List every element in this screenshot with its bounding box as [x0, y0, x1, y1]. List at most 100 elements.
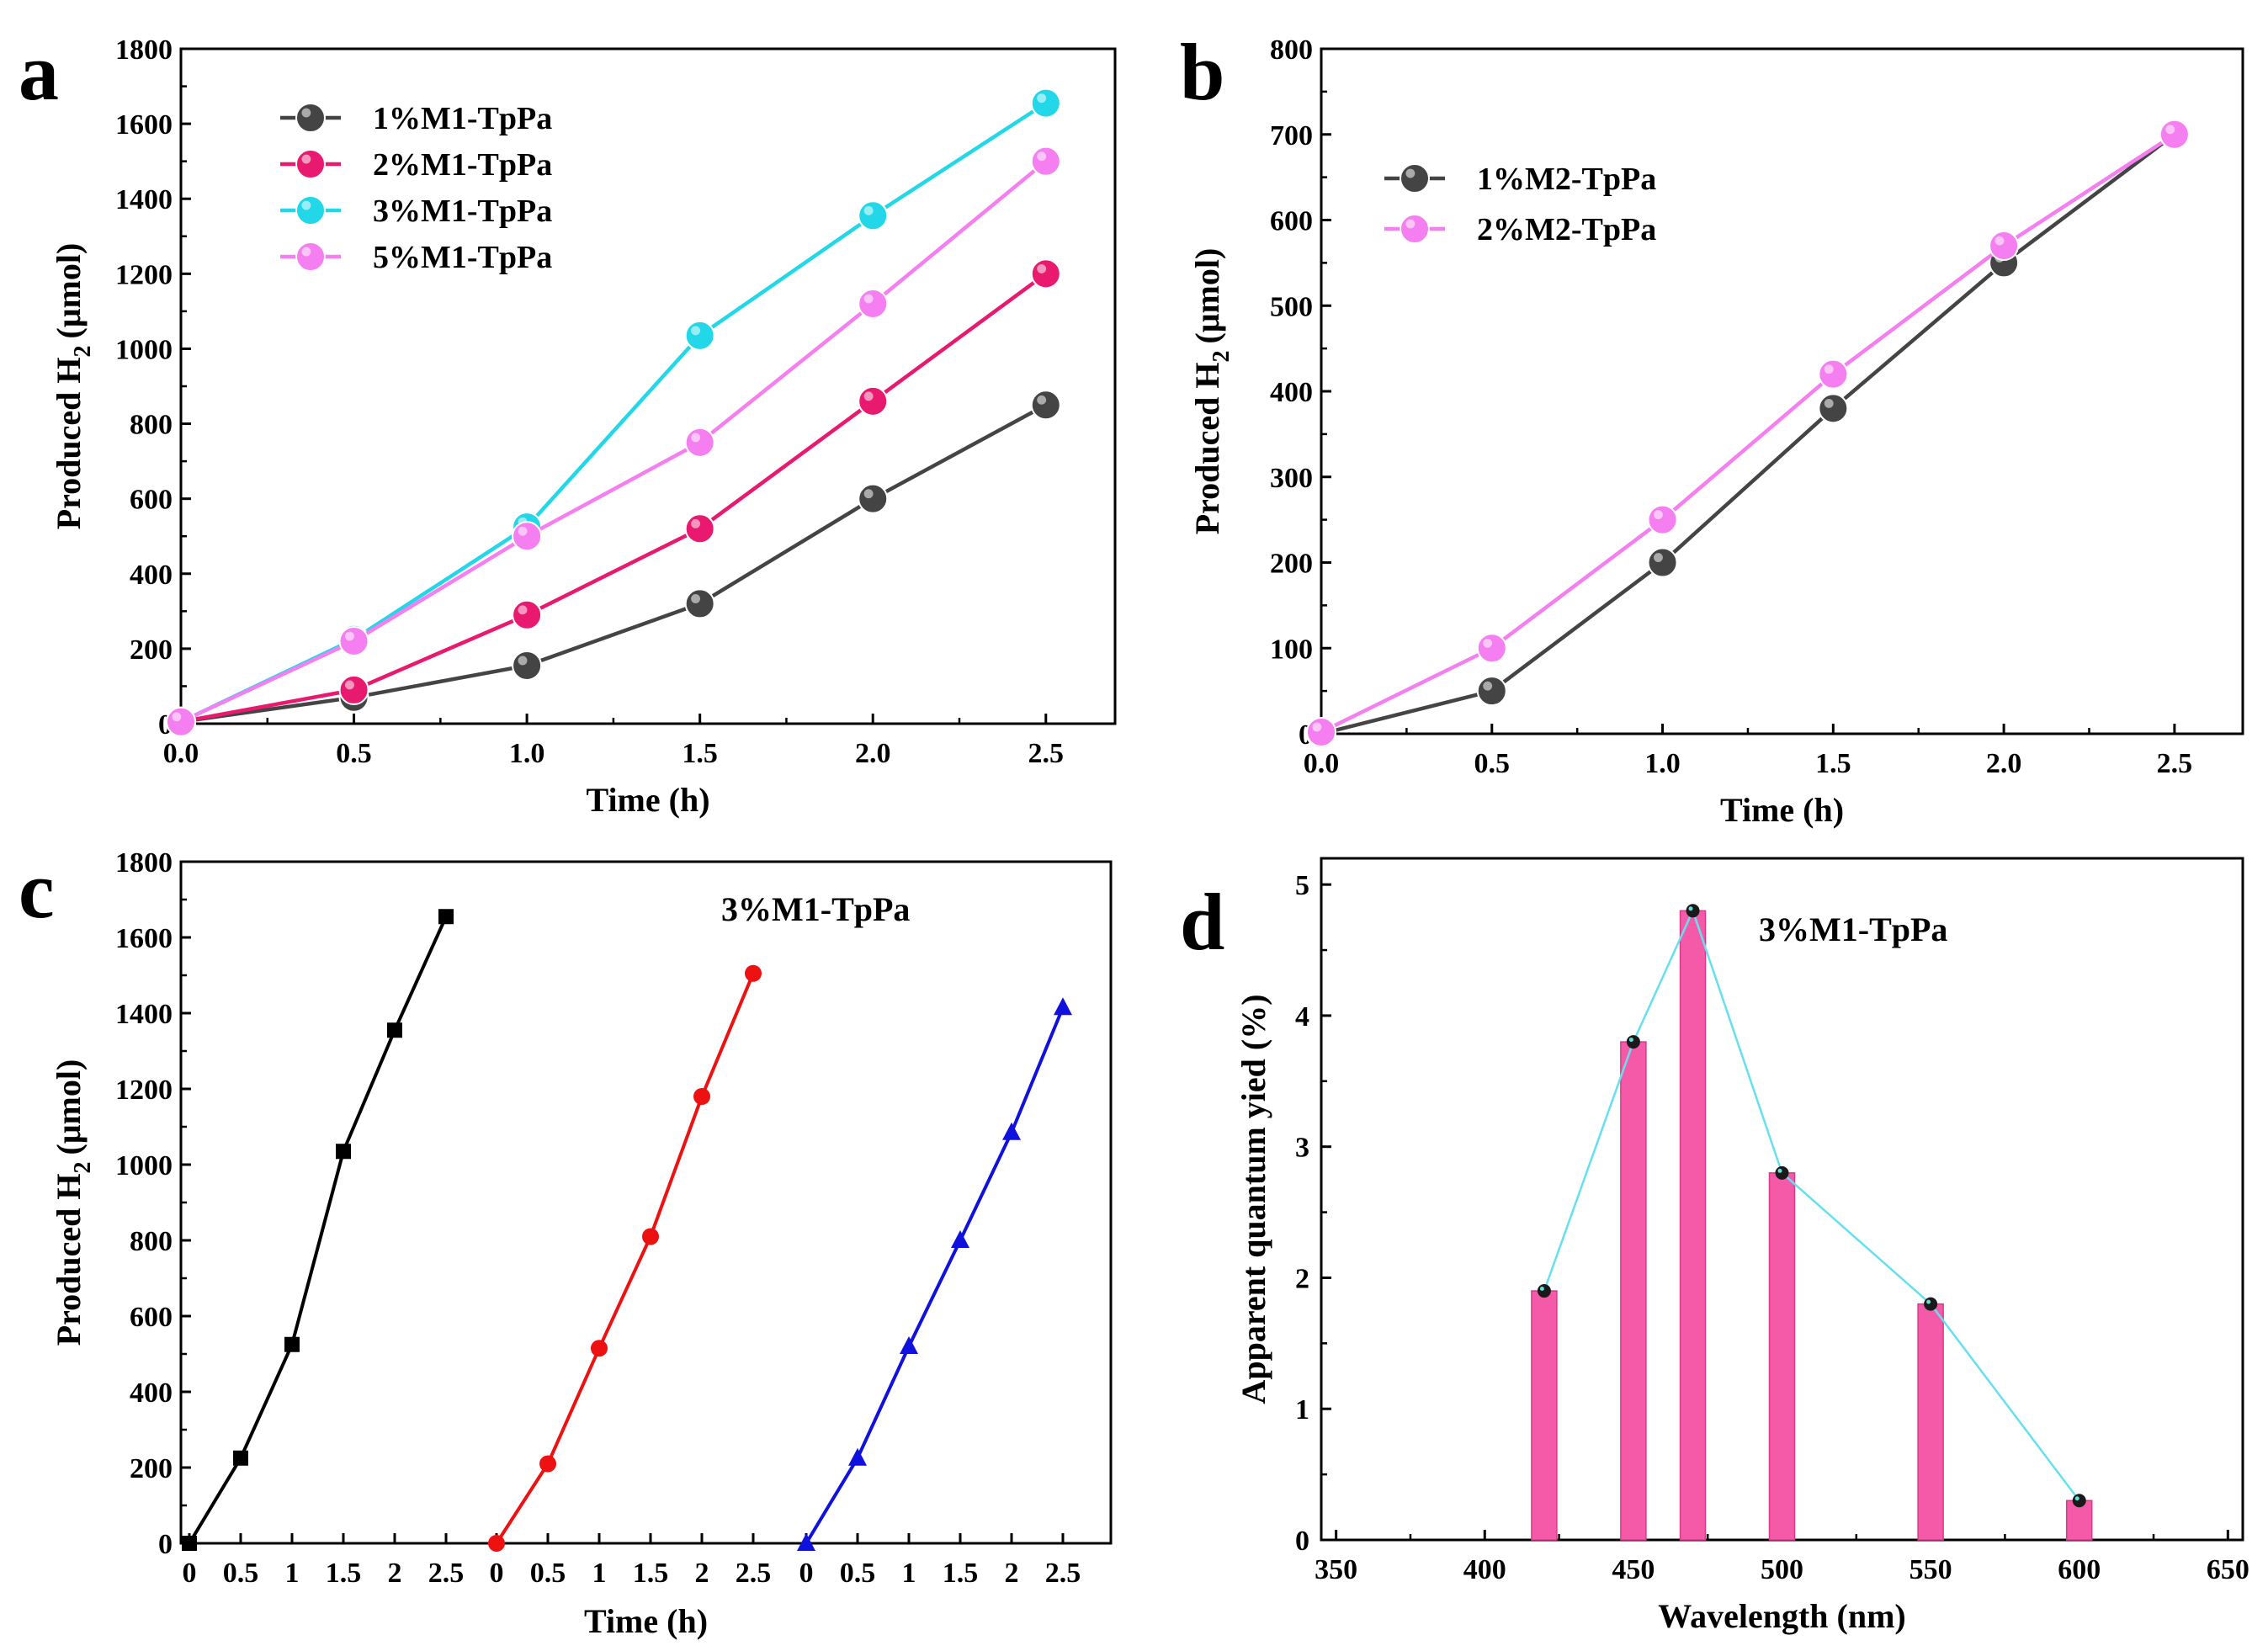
- panel-a-x-tick-label: 2.0: [855, 738, 891, 769]
- panel-a-series-4-point-highlight: [518, 526, 528, 536]
- panel-c-cycle-2-marker: [642, 1228, 659, 1245]
- panel-a-y-label-unit: (μmol): [50, 243, 88, 339]
- panel-c-sample-label: 3%M1-TpPa: [721, 890, 910, 928]
- panel-b-y-tick-label: 800: [1270, 35, 1313, 66]
- panel-d-chart: 0 1 2 3 4 5 350 400 450 500 550 600 650 Wavelength (n…: [1235, 857, 2249, 1635]
- panel-b-y-tick-label: 100: [1270, 634, 1313, 665]
- panel-a-legend-marker-3: [295, 195, 326, 226]
- panel-a-y-label-subscript: 2: [70, 345, 96, 357]
- panel-a-legend-marker-2-highlight: [301, 154, 311, 164]
- panel-d-x-tick-label: 600: [2058, 1554, 2101, 1585]
- panel-b-series-line-2: [1320, 132, 2176, 734]
- panel-a-y-tick-label: 600: [130, 485, 173, 516]
- panel-a-x-tick-label: 1.0: [509, 738, 545, 769]
- panel-c-cycle-2-marker: [745, 964, 762, 982]
- panel-a-series-1-point-highlight: [518, 656, 528, 666]
- panel-d-point-highlight: [1539, 1287, 1544, 1292]
- panel-c-y-tick-label: 1400: [115, 999, 173, 1030]
- panel-c-x-tick-label: 0: [490, 1558, 504, 1589]
- panel-a-series-2-point: [512, 599, 543, 630]
- panel-d-y-tick-label: 2: [1295, 1263, 1309, 1294]
- panel-a-series-3-point-highlight: [863, 205, 874, 215]
- panel-c-y-tick-label: 1000: [115, 1150, 173, 1181]
- panel-a-series-line-1: [180, 403, 1047, 725]
- panel-a-y-tick-label: 1400: [115, 184, 173, 215]
- panel-d-x-tick-label: 400: [1463, 1554, 1506, 1585]
- panel-a-x-tick-label: 2.5: [1028, 738, 1065, 769]
- panel-a-series-4-point: [684, 427, 715, 458]
- panel-d-point: [1924, 1297, 1938, 1311]
- panel-d-point-highlight: [1628, 1038, 1633, 1043]
- panel-a-series-4-point: [858, 288, 889, 319]
- panel-c-cycle-1-marker: [233, 1450, 248, 1466]
- panel-b-legend-label-1: 1%M2-TpPa: [1477, 162, 1656, 197]
- panel-c-x-tick-label: 2: [695, 1558, 709, 1589]
- panel-d-y-axis-label: Apparent quantum yied (%): [1235, 994, 1272, 1404]
- panel-a-series-3-point: [1030, 88, 1061, 119]
- panel-b-series-2-point: [1818, 358, 1849, 390]
- panel-c-y-tick-label: 1200: [115, 1075, 173, 1106]
- panel-d-x-tick-label: 500: [1761, 1554, 1803, 1585]
- panel-b-series-1-point-highlight: [1824, 398, 1834, 408]
- panel-c-plot-frame: [179, 860, 1113, 1545]
- panel-b-x-tick-label: 0.0: [1304, 748, 1340, 779]
- panel-b-y-label-main: Produced H: [1188, 362, 1226, 534]
- panel-b-y-label-unit: (μmol): [1188, 248, 1226, 344]
- panel-b-x-tick-label: 2.5: [2157, 748, 2193, 779]
- panel-a-y-tick-label: 1600: [115, 109, 173, 141]
- panel-a-series-2-point-highlight: [1037, 263, 1047, 273]
- panel-a-series-4-point-highlight: [691, 433, 701, 443]
- panel-c-cycle-3-marker: [797, 1533, 815, 1551]
- panel-c-y-tick-label: 400: [130, 1378, 173, 1409]
- panel-a-series-2-point-highlight: [518, 605, 528, 615]
- panel-a-series-1-point: [858, 483, 889, 514]
- panel-a-series-4-point: [338, 625, 369, 656]
- panel-b-series-2-point-highlight: [1824, 364, 1834, 374]
- panel-c-x-tick-label: 2.5: [1045, 1558, 1081, 1589]
- panel-a-series-line-2: [180, 272, 1048, 724]
- panel-c-cycle-line-3: [805, 1006, 1065, 1545]
- panel-c-x-tick-label: 1.5: [943, 1558, 979, 1589]
- panel-c-y-label-subscript: 2: [70, 1161, 96, 1173]
- panel-c-x-tick-label: 1: [902, 1558, 916, 1589]
- panel-a-y-tick-label: 1200: [115, 259, 173, 290]
- panel-d-bar: [1768, 1172, 1796, 1541]
- panel-a-series-4-point: [512, 521, 543, 552]
- panel-a-legend-marker-1: [295, 103, 326, 133]
- panel-a-legend-marker-3-highlight: [301, 200, 311, 210]
- panel-a-y-tick-label: 800: [130, 410, 173, 441]
- panel-c-x-tick-label: 0: [183, 1558, 197, 1589]
- panel-c-cycle-3-marker: [848, 1447, 867, 1466]
- panel-c-y-tick-label: 800: [130, 1226, 173, 1257]
- panel-b-series-1-point-highlight: [1483, 681, 1493, 691]
- panel-c-cycle-3-marker: [1002, 1122, 1021, 1140]
- panel-c-cycle-2-marker: [488, 1535, 505, 1552]
- panel-d-point-highlight: [1777, 1168, 1782, 1173]
- panel-d-point-highlight: [2074, 1496, 2079, 1501]
- panel-b-y-axis-label: Produced H2 (μmol): [1188, 248, 1235, 535]
- panel-b-y-tick-label: 700: [1270, 120, 1313, 151]
- panel-c-x-tick-label: 0: [799, 1558, 814, 1589]
- panel-a-series-4-point-highlight: [172, 712, 182, 722]
- panel-b-series-1-point: [1476, 676, 1507, 707]
- panel-b-legend-label-2: 2%M2-TpPa: [1477, 212, 1656, 247]
- panel-c-x-tick-label: 0.5: [223, 1558, 259, 1589]
- panel-a-series-2-point-highlight: [345, 680, 354, 690]
- panel-a-series-2-point-highlight: [863, 391, 874, 401]
- panel-c-y-tick-label: 600: [130, 1302, 173, 1333]
- panel-letter-c: c: [19, 845, 55, 935]
- panel-d-y-tick-label: 0: [1295, 1526, 1309, 1557]
- panel-c-x-axis-label: Time (h): [584, 1602, 708, 1640]
- panel-c-cycle-1-marker: [182, 1536, 197, 1551]
- panel-b-series-2-point-highlight: [1654, 510, 1663, 520]
- panel-a-legend-label-3: 3%M1-TpPa: [373, 194, 552, 229]
- panel-a-series-1-point: [684, 588, 715, 619]
- panel-b-series-2-point-highlight: [2165, 125, 2175, 135]
- panel-c-cycle-3-marker: [1054, 997, 1072, 1016]
- panel-d-point: [1626, 1035, 1640, 1049]
- panel-d-y-tick-label: 3: [1295, 1133, 1309, 1164]
- panel-letter-a: a: [19, 27, 59, 117]
